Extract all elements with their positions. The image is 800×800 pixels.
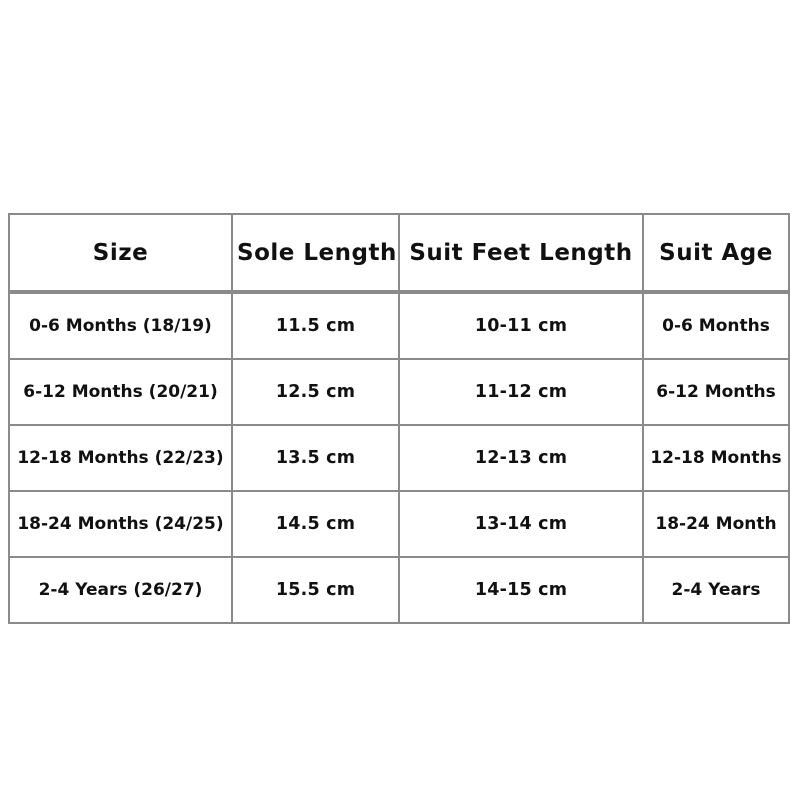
cell-suit-age: 6-12 Months [644, 360, 790, 426]
cell-size: 12-18 Months (22/23) [8, 426, 233, 492]
table-row: 12-18 Months (22/23) 13.5 cm 12-13 cm 12… [8, 426, 790, 492]
cell-suit-age: 0-6 Months [644, 292, 790, 360]
size-chart-table: Size Sole Length Suit Feet Length Suit A… [8, 213, 790, 624]
cell-suit-feet-length: 12-13 cm [400, 426, 644, 492]
cell-size: 0-6 Months (18/19) [8, 292, 233, 360]
cell-sole-length: 15.5 cm [233, 558, 400, 624]
cell-suit-feet-length: 13-14 cm [400, 492, 644, 558]
column-header-size: Size [8, 213, 233, 292]
table-body: 0-6 Months (18/19) 11.5 cm 10-11 cm 0-6 … [8, 292, 790, 624]
cell-sole-length: 12.5 cm [233, 360, 400, 426]
cell-sole-length: 13.5 cm [233, 426, 400, 492]
size-chart-container: Size Sole Length Suit Feet Length Suit A… [8, 213, 790, 624]
column-header-sole-length: Sole Length [233, 213, 400, 292]
cell-sole-length: 11.5 cm [233, 292, 400, 360]
cell-sole-length: 14.5 cm [233, 492, 400, 558]
cell-suit-feet-length: 11-12 cm [400, 360, 644, 426]
cell-suit-age: 12-18 Months [644, 426, 790, 492]
table-row: 6-12 Months (20/21) 12.5 cm 11-12 cm 6-1… [8, 360, 790, 426]
table-row: 18-24 Months (24/25) 14.5 cm 13-14 cm 18… [8, 492, 790, 558]
column-header-suit-age: Suit Age [644, 213, 790, 292]
cell-suit-age: 2-4 Years [644, 558, 790, 624]
cell-suit-age: 18-24 Month [644, 492, 790, 558]
cell-size: 6-12 Months (20/21) [8, 360, 233, 426]
header-row: Size Sole Length Suit Feet Length Suit A… [8, 213, 790, 292]
cell-size: 2-4 Years (26/27) [8, 558, 233, 624]
cell-size: 18-24 Months (24/25) [8, 492, 233, 558]
table-row: 2-4 Years (26/27) 15.5 cm 14-15 cm 2-4 Y… [8, 558, 790, 624]
table-row: 0-6 Months (18/19) 11.5 cm 10-11 cm 0-6 … [8, 292, 790, 360]
table-header: Size Sole Length Suit Feet Length Suit A… [8, 213, 790, 292]
cell-suit-feet-length: 10-11 cm [400, 292, 644, 360]
column-header-suit-feet-length: Suit Feet Length [400, 213, 644, 292]
cell-suit-feet-length: 14-15 cm [400, 558, 644, 624]
